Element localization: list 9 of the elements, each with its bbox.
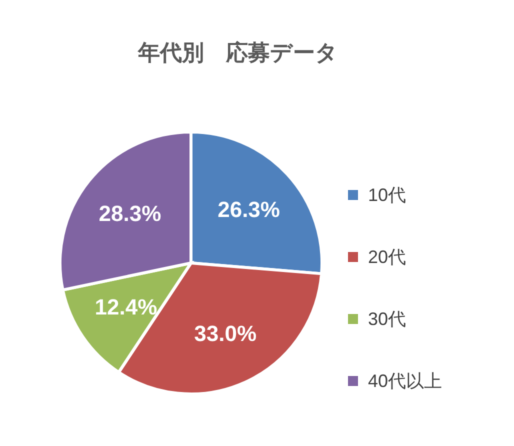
data-label: 12.4% — [94, 294, 158, 320]
data-label: 28.3% — [98, 200, 162, 226]
legend-label: 10代 — [368, 184, 406, 207]
data-label: 33.0% — [194, 321, 257, 346]
legend-label: 30代 — [368, 308, 406, 331]
chart-title: 年代別 応募データ — [136, 39, 339, 67]
legend-label: 40代以上 — [368, 370, 442, 393]
data-label: 26.3% — [218, 197, 280, 222]
legend-label: 20代 — [368, 246, 406, 269]
